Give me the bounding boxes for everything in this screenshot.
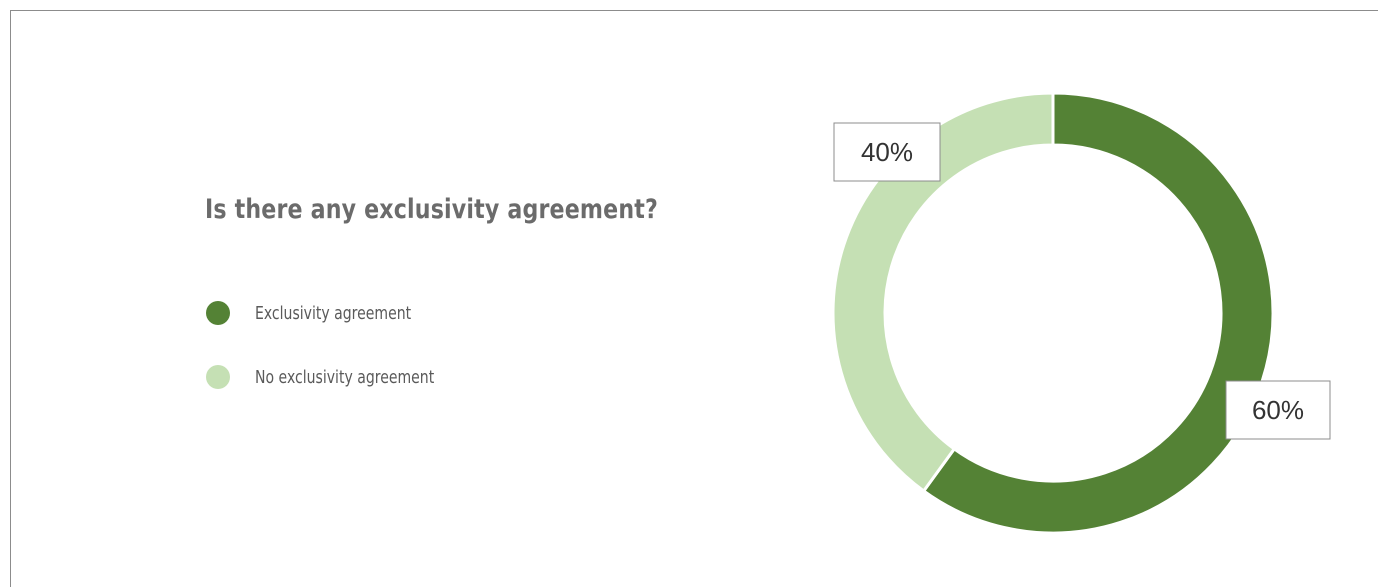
legend-marker-no-exclusivity (206, 365, 230, 389)
legend-item-no-exclusivity: No exclusivity agreement (206, 364, 485, 390)
data-label-text-no-exclusivity: 40% (861, 137, 913, 167)
data-label-exclusivity: 60% (1225, 380, 1331, 440)
donut-slice-no-exclusivity (831, 91, 1055, 494)
legend-item-exclusivity: Exclusivity agreement (206, 300, 455, 326)
legend-marker-exclusivity (206, 301, 230, 325)
chart-frame (10, 10, 1378, 587)
legend-label-exclusivity: Exclusivity agreement (255, 302, 412, 324)
data-label-box-no-exclusivity (833, 122, 941, 182)
legend-label-no-exclusivity: No exclusivity agreement (255, 366, 435, 388)
chart-title: Is there any exclusivity agreement? (205, 194, 659, 225)
data-label-box-exclusivity (1225, 380, 1331, 440)
donut-slice-exclusivity (921, 91, 1275, 535)
data-label-text-exclusivity: 60% (1252, 395, 1304, 425)
data-label-no-exclusivity: 40% (833, 122, 941, 182)
